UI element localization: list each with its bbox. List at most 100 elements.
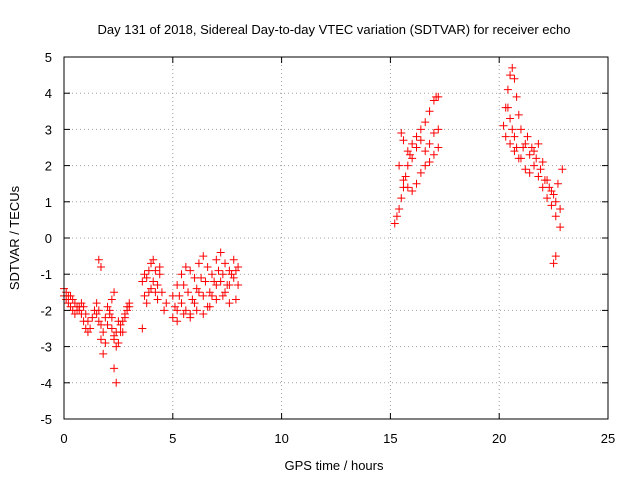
x-tick-label: 5 <box>169 431 176 446</box>
data-point-plus <box>408 139 417 148</box>
data-point-plus <box>395 161 404 170</box>
data-point-plus <box>94 306 103 315</box>
axis-ticks: 0 5 10 15 20 25 -5 -4 -3 -2 -1 0 1 2 3 4 5 <box>40 50 615 446</box>
data-point-plus <box>221 288 230 297</box>
data-point-plus <box>547 201 556 210</box>
x-tick-label: 10 <box>274 431 288 446</box>
data-point-plus <box>181 306 190 315</box>
data-point-plus <box>231 266 240 275</box>
data-point-plus <box>151 266 160 275</box>
data-point-plus <box>399 176 408 185</box>
data-point-plus <box>173 306 182 315</box>
data-point-plus <box>155 262 164 271</box>
data-point-plus <box>392 212 401 221</box>
data-point-plus <box>390 219 399 228</box>
data-point-plus <box>116 320 125 329</box>
data-point-plus <box>199 310 208 319</box>
data-point-plus <box>534 139 543 148</box>
data-point-plus <box>523 132 532 141</box>
data-point-plus <box>399 136 408 145</box>
y-axis-label: SDTVAR / TECUs <box>7 185 22 290</box>
data-point-plus <box>147 259 156 268</box>
data-point-plus <box>197 273 206 282</box>
data-point-plus <box>216 248 225 257</box>
data-point-plus <box>229 255 238 264</box>
x-tick-label: 15 <box>383 431 397 446</box>
data-point-plus <box>175 291 184 300</box>
data-point-plus <box>79 302 88 311</box>
data-point-plus <box>425 107 434 116</box>
data-point-plus <box>199 291 208 300</box>
data-point-plus <box>140 270 149 279</box>
data-point-plus <box>110 364 119 373</box>
data-point-plus <box>434 92 443 101</box>
data-point-plus <box>110 335 119 344</box>
data-point-plus <box>412 132 421 141</box>
data-point-plus <box>66 302 75 311</box>
data-point-plus <box>397 129 406 138</box>
data-point-plus <box>421 118 430 127</box>
x-tick-label: 20 <box>492 431 506 446</box>
x-tick-label: 0 <box>60 431 67 446</box>
data-point-plus <box>170 302 179 311</box>
data-point-plus <box>199 252 208 261</box>
data-point-plus <box>545 183 554 192</box>
data-point-plus <box>556 223 565 232</box>
data-point-plus <box>519 143 528 152</box>
data-point-plus <box>147 284 156 293</box>
data-point-plus <box>218 291 227 300</box>
data-point-plus <box>73 306 82 315</box>
data-point-plus <box>70 310 79 319</box>
data-point-plus <box>408 186 417 195</box>
data-point-plus <box>514 110 523 119</box>
data-point-plus <box>214 266 223 275</box>
data-point-plus <box>549 259 558 268</box>
data-point-plus <box>395 205 404 214</box>
data-point-plus <box>434 143 443 152</box>
data-point-plus <box>534 172 543 181</box>
data-point-plus <box>225 299 234 308</box>
y-tick-label: -1 <box>40 267 52 282</box>
data-point-plus <box>160 306 169 315</box>
data-point-plus <box>506 139 515 148</box>
data-point-plus <box>96 320 105 329</box>
data-point-plus <box>155 270 164 279</box>
y-tick-label: 3 <box>45 122 52 137</box>
data-point-plus <box>114 338 123 347</box>
data-point-plus <box>510 132 519 141</box>
data-point-plus <box>530 147 539 156</box>
data-point-plus <box>425 139 434 148</box>
data-point-plus <box>525 150 534 159</box>
data-point-plus <box>190 299 199 308</box>
data-point-plus <box>92 310 101 319</box>
data-point-plus <box>421 147 430 156</box>
y-tick-label: -4 <box>40 376 52 391</box>
data-point-plus <box>234 262 243 271</box>
data-point-plus <box>556 205 565 214</box>
data-point-plus <box>138 277 147 286</box>
data-point-plus <box>151 288 160 297</box>
data-point-plus <box>207 270 216 279</box>
data-point-plus <box>112 378 121 387</box>
data-point-plus <box>192 306 201 315</box>
data-point-plus <box>179 310 188 319</box>
data-point-plus <box>125 302 134 311</box>
data-point-plus <box>120 313 129 322</box>
data-point-plus <box>549 190 558 199</box>
data-point-plus <box>177 270 186 279</box>
y-tick-label: -5 <box>40 412 52 427</box>
data-point-plus <box>551 197 560 206</box>
data-point-plus <box>532 154 541 163</box>
data-point-plus <box>499 121 508 130</box>
data-point-plus <box>149 277 158 286</box>
data-point-plus <box>551 212 560 221</box>
data-point-plus <box>186 266 195 275</box>
data-point-plus <box>512 92 521 101</box>
data-point-plus <box>101 338 110 347</box>
data-point-plus <box>540 176 549 185</box>
data-point-plus <box>186 313 195 322</box>
data-point-plus <box>181 262 190 271</box>
y-tick-label: -2 <box>40 303 52 318</box>
x-tick-label: 25 <box>601 431 615 446</box>
